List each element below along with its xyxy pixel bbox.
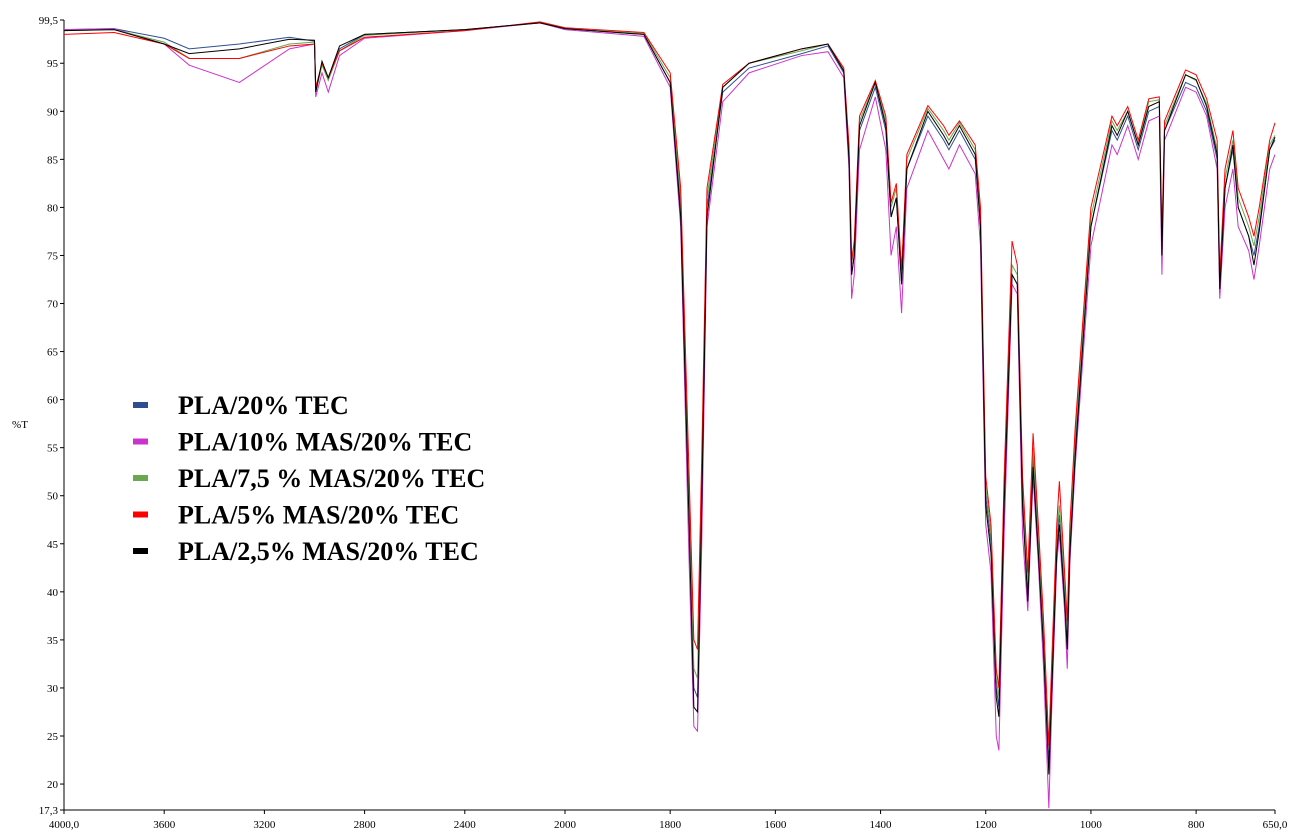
y-axis-label: %T: [12, 419, 28, 431]
y-tick-label: 60: [47, 395, 59, 407]
x-tick-label: 650,0: [1263, 819, 1288, 831]
legend-label: PLA/20% TEC: [178, 391, 349, 420]
x-tick-label: 1000: [1080, 819, 1103, 831]
x-tick-label: 1200: [975, 819, 998, 831]
x-tick-label: 3600: [153, 819, 176, 831]
y-tick-label: 45: [47, 539, 59, 551]
legend-swatch: [133, 475, 148, 481]
legend-swatch: [133, 402, 148, 408]
legend-swatch: [133, 438, 148, 445]
x-tick-label: 2000: [554, 819, 577, 831]
y-tick-label: 80: [47, 202, 59, 214]
y-tick-label: 75: [47, 250, 59, 262]
y-tick-label: 25: [47, 731, 59, 743]
x-tick-label: 4000,0: [49, 819, 80, 831]
y-tick-label: 65: [47, 347, 59, 359]
legend-label: PLA/5% MAS/20% TEC: [178, 501, 459, 530]
y-tick-label: 70: [47, 299, 59, 311]
legend-label: PLA/2,5% MAS/20% TEC: [178, 537, 479, 566]
y-tick-label: 85: [47, 154, 59, 166]
x-tick-label: 1800: [659, 819, 682, 831]
spectrum-line: [63, 22, 1276, 751]
legend-swatch: [133, 548, 148, 554]
y-tick-label: 90: [47, 106, 59, 118]
spectrum-line: [63, 21, 1276, 746]
spectrum-line: [63, 22, 1276, 775]
y-tick-label: 40: [47, 587, 59, 599]
x-tick-label: 800: [1188, 819, 1205, 831]
x-tick-label: 1400: [870, 819, 893, 831]
legend-label: PLA/7,5 % MAS/20% TEC: [178, 464, 485, 493]
y-tick-label: 17,3: [39, 805, 59, 817]
legend-label: PLA/10% MAS/20% TEC: [178, 428, 472, 457]
legend-swatch: [133, 511, 148, 518]
y-tick-label: 20: [47, 779, 59, 791]
x-tick-label: 2400: [454, 819, 477, 831]
y-tick-label: 50: [47, 491, 59, 503]
y-tick-label: 35: [47, 635, 59, 647]
x-tick-label: 1600: [764, 819, 787, 831]
y-tick-label: 55: [47, 443, 59, 455]
x-tick-label: 2800: [354, 819, 377, 831]
x-tick-label: 3200: [253, 819, 276, 831]
y-tick-label: 99,5: [39, 15, 59, 27]
y-tick-label: 95: [47, 58, 59, 70]
y-tick-label: 30: [47, 683, 59, 695]
